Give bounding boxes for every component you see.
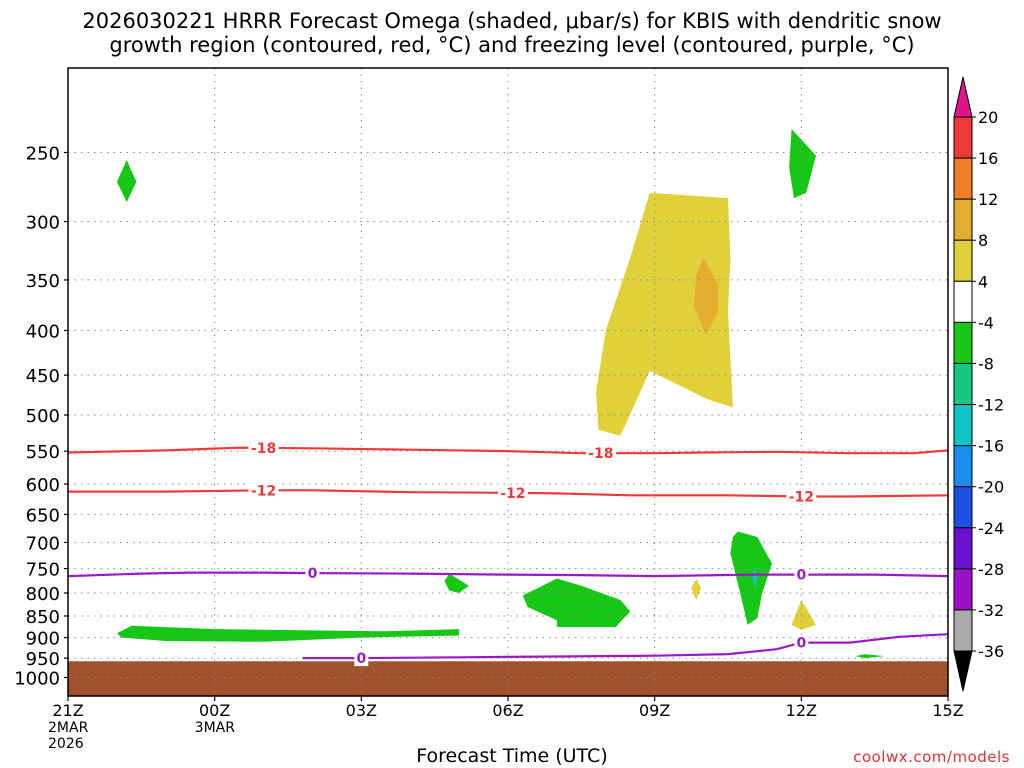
colorbar-label-3: 8	[978, 231, 988, 250]
colorbar-top-arrow	[953, 76, 973, 118]
colorbar-label-7: -12	[978, 396, 1004, 415]
x-axis-label: Forecast Time (UTC)	[416, 745, 608, 767]
contour-label-1-0: -12	[251, 483, 276, 499]
colorbar-swatch-9	[953, 486, 973, 529]
contour-label-3-1: 0	[796, 636, 806, 652]
omega-region-1	[693, 257, 719, 336]
omega-region-9	[691, 578, 702, 600]
colorbar-label-10: -24	[978, 519, 1004, 538]
contour-line-3	[302, 633, 949, 660]
colorbar-swatch-2	[953, 198, 973, 241]
colorbar-label-6: -8	[978, 354, 994, 373]
contour-label-bg-1-0	[248, 482, 279, 499]
colorbar-swatch-8	[953, 445, 973, 488]
chart-title-line-1: 2026030221 HRRR Forecast Omega (shaded, …	[82, 9, 942, 33]
contour-label-bg-2-0	[305, 565, 320, 582]
colorbar-swatch-12	[953, 609, 973, 652]
contour-label-0-0: -18	[251, 441, 276, 457]
x-tick-label-1-0: 00Z	[199, 701, 230, 720]
y-tick-label-3: 400	[26, 322, 60, 343]
omega-region-11	[855, 654, 885, 659]
omega-region-7	[730, 531, 772, 625]
y-tick-label-9: 700	[26, 533, 60, 554]
y-tick-label-4: 450	[26, 366, 60, 387]
colorbar-label-11: -28	[978, 560, 1004, 579]
omega-region-10	[791, 600, 816, 630]
y-tick-label-8: 650	[26, 505, 60, 526]
y-tick-label-6: 550	[26, 442, 60, 463]
x-tick-label-3-0: 06Z	[492, 701, 523, 720]
y-tick-label-2: 350	[26, 271, 60, 292]
y-tick-label-13: 900	[26, 629, 60, 650]
x-tick-label-0-0: 21Z	[52, 701, 83, 720]
chart-title-line-2: growth region (contoured, red, °C) and f…	[109, 33, 915, 57]
omega-region-2	[116, 160, 137, 203]
colorbar-swatch-7	[953, 404, 973, 447]
contour-label-0-1: -18	[588, 446, 613, 462]
contour-label-2-0: 0	[308, 566, 318, 582]
colorbar-label-1: 16	[978, 149, 998, 168]
y-tick-label-5: 500	[26, 406, 60, 427]
colorbar-swatch-11	[953, 568, 973, 611]
colorbar-label-9: -20	[978, 478, 1004, 497]
omega-region-3	[789, 129, 816, 199]
colorbar-label-2: 12	[978, 190, 998, 209]
x-tick-label-0-1: 2MAR	[48, 720, 89, 736]
contour-label-3-0: 0	[356, 651, 366, 667]
colorbar-label-13: -36	[978, 642, 1004, 661]
colorbar-label-5: -4	[978, 313, 994, 332]
contour-label-bg-3-1	[794, 634, 809, 651]
contour-line-0	[67, 446, 949, 455]
y-tick-label-11: 800	[26, 584, 60, 605]
colorbar-swatch-4	[953, 280, 973, 323]
colorbar-swatch-10	[953, 527, 973, 570]
y-tick-label-14: 950	[26, 649, 60, 670]
contour-label-2-1: 0	[796, 568, 806, 584]
y-tick-label-12: 850	[26, 607, 60, 628]
omega-region-4	[116, 625, 460, 642]
y-tick-label-0: 250	[26, 144, 60, 165]
contour-label-bg-0-1	[585, 445, 616, 462]
x-tick-label-1-1: 3MAR	[195, 720, 236, 736]
contour-label-bg-2-1	[794, 566, 809, 583]
contour-label-bg-3-0	[354, 650, 369, 667]
colorbar-label-4: 4	[978, 272, 988, 291]
colorbar-swatch-5	[953, 321, 973, 364]
omega-region-5	[444, 573, 469, 593]
y-tick-label-7: 600	[26, 475, 60, 496]
contour-label-bg-0-0	[248, 439, 279, 456]
colorbar-label-8: -16	[978, 437, 1004, 456]
x-tick-label-2-0: 03Z	[346, 701, 377, 720]
colorbar-swatch-0	[953, 116, 973, 159]
contour-label-1-1: -12	[500, 486, 525, 502]
y-tick-label-15: 1000	[14, 669, 60, 690]
omega-region-8	[752, 566, 758, 589]
colorbar-swatch-6	[953, 362, 973, 406]
y-tick-label-1: 300	[26, 213, 60, 234]
colorbar-label-0: 20	[978, 108, 998, 127]
x-tick-label-5-0: 12Z	[786, 701, 817, 720]
source-credit: coolwx.com/models	[853, 748, 1010, 766]
y-tick-label-10: 750	[26, 560, 60, 581]
colorbar-swatch-1	[953, 157, 973, 200]
contour-label-bg-1-1	[497, 484, 528, 501]
colorbar-label-12: -32	[978, 601, 1004, 620]
contour-line-2	[67, 571, 949, 578]
colorbar-swatch-3	[953, 239, 973, 282]
x-tick-label-6-0: 15Z	[932, 701, 963, 720]
x-tick-label-4-0: 09Z	[639, 701, 670, 720]
contour-label-1-2: -12	[789, 489, 814, 505]
omega-region-6	[522, 578, 631, 627]
contour-label-bg-1-2	[786, 488, 817, 505]
x-tick-label-0-2: 2026	[48, 736, 84, 752]
colorbar-bottom-arrow	[953, 650, 973, 692]
